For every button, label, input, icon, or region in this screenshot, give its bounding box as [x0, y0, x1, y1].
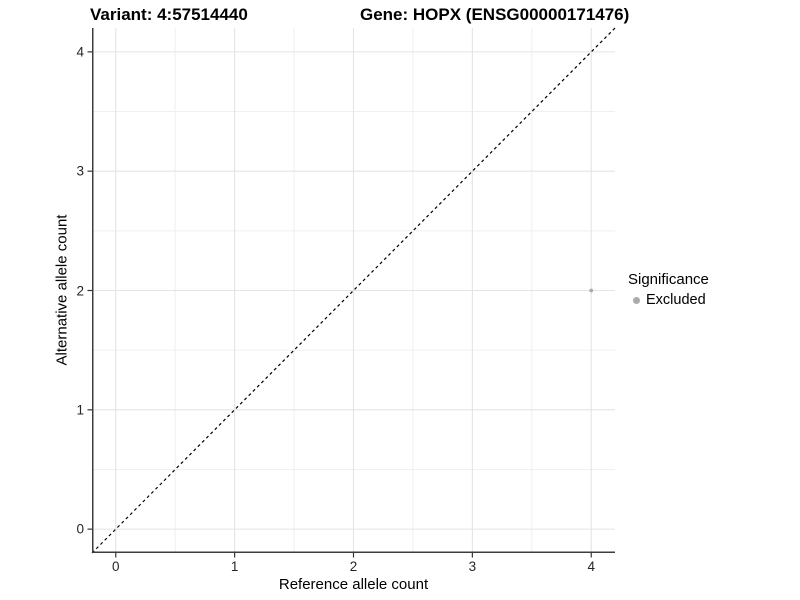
x-axis-tick-label: 3 [468, 559, 477, 574]
plot-panel [87, 27, 616, 558]
y-axis-tick-label: 1 [76, 402, 84, 418]
legend-entry-label: Excluded [646, 291, 706, 308]
legend-entry-excluded: Excluded [628, 291, 709, 309]
y-axis-tick-label: 4 [76, 44, 84, 60]
legend-point-icon [633, 296, 640, 304]
x-axis-tick-label: 2 [349, 559, 358, 574]
y-axis-tick-label: 3 [76, 163, 84, 179]
x-axis-tick-label: 4 [587, 559, 595, 574]
x-axis-tick-label: 0 [112, 559, 120, 574]
gene-title: Gene: HOPX (ENSG00000171476) [360, 5, 630, 24]
y-axis-tick-label: 0 [76, 521, 84, 537]
data-point [589, 288, 594, 293]
legend-title: Significance [628, 271, 709, 288]
x-axis-title: Reference allele count [278, 576, 429, 593]
significance-legend: Significance Excluded [628, 271, 709, 309]
x-axis-tick-label: 1 [230, 559, 239, 574]
y-axis-tick-label: 2 [76, 282, 84, 298]
variant-title: Variant: 4:57514440 [90, 5, 248, 24]
plot-canvas [87, 27, 616, 558]
